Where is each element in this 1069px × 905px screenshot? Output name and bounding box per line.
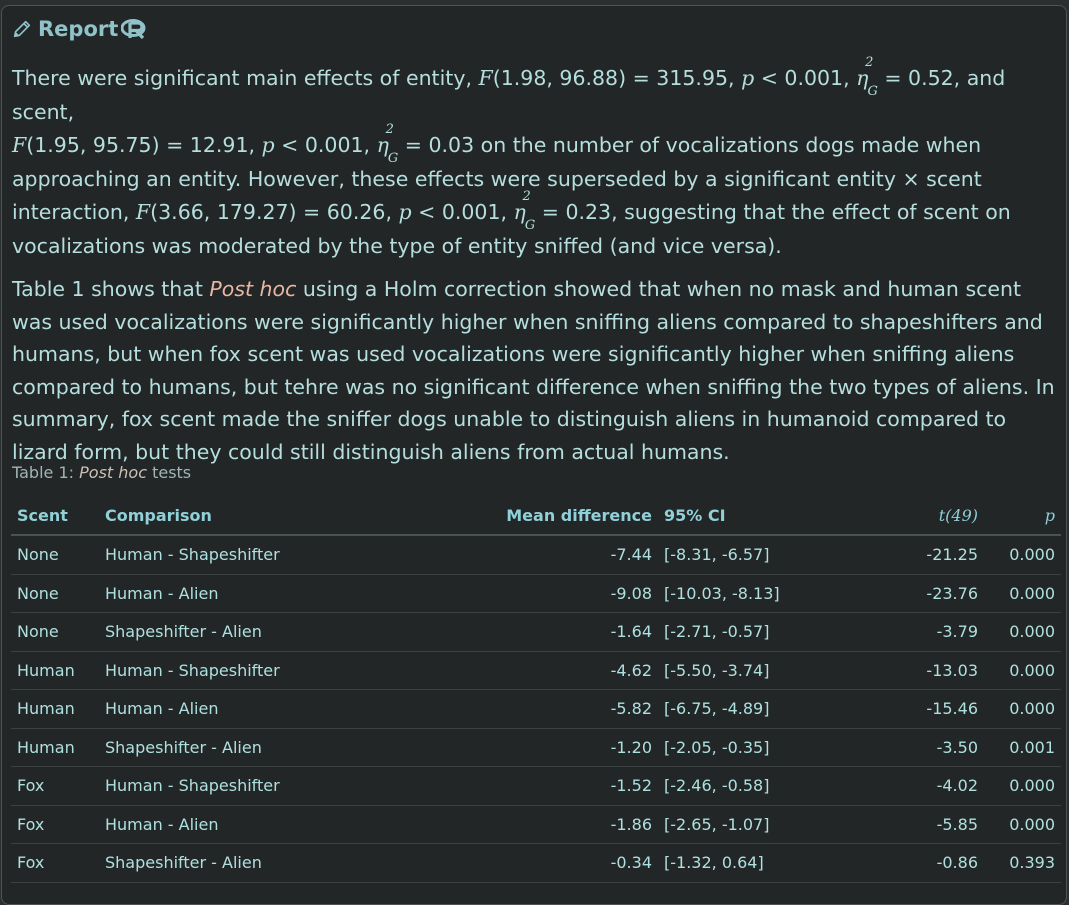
paragraph-post-hoc: Table 1 shows that Post hoc using a Holm…	[12, 277, 1055, 464]
post-hoc-table: Scent Comparison Mean difference 95% CI …	[11, 497, 1061, 883]
table-row: None Human - Alien -9.08 [-10.03, -8.13] -23…	[11, 574, 1061, 613]
header-mean-difference: Mean difference	[371, 497, 658, 536]
cell-t: -15.46	[830, 689, 984, 729]
cell-mean-difference: -5.82	[371, 689, 658, 729]
cell-ci: [-10.03, -8.13]	[658, 574, 830, 613]
cell-mean-difference: -7.44	[371, 535, 658, 575]
cell-t: -13.03	[830, 651, 984, 690]
cell-t: -3.50	[830, 728, 984, 767]
cell-p: 0.000	[984, 805, 1061, 844]
cell-mean-difference: -1.52	[371, 766, 658, 806]
cell-mean-difference: -1.64	[371, 612, 658, 652]
r-logo-icon	[121, 19, 146, 39]
header-comparison: Comparison	[99, 497, 371, 536]
report-title: Report	[38, 17, 119, 41]
header-scent: Scent	[11, 497, 99, 536]
cell-t: -23.76	[830, 574, 984, 613]
cell-scent: Human	[11, 728, 99, 767]
cell-scent: Fox	[11, 843, 99, 883]
cell-ci: [-1.32, 0.64]	[658, 843, 830, 883]
cell-p: 0.000	[984, 574, 1061, 613]
table-row: Human Human - Alien -5.82 [-6.75, -4.89] -15…	[11, 689, 1061, 729]
cell-ci: [-5.50, -3.74]	[658, 651, 830, 690]
cell-comparison: Human - Alien	[99, 574, 371, 613]
cell-scent: Human	[11, 651, 99, 690]
cell-scent: Fox	[11, 766, 99, 806]
header-ci: 95% CI	[658, 497, 830, 536]
cell-comparison: Shapeshifter - Alien	[99, 728, 371, 767]
table-row: Fox Human - Shapeshifter -1.52 [-2.46, -0.5…	[11, 766, 1061, 806]
cell-t: -5.85	[830, 805, 984, 844]
table-row: Fox Shapeshifter - Alien -0.34 [-1.32, 0.64…	[11, 843, 1061, 883]
table-caption: Table 1: Post hoc tests	[12, 463, 192, 482]
cell-comparison: Human - Alien	[99, 689, 371, 729]
cell-ci: [-2.05, -0.35]	[658, 728, 830, 767]
cell-p: 0.000	[984, 612, 1061, 652]
cell-mean-difference: -0.34	[371, 843, 658, 883]
cell-ci: [-6.75, -4.89]	[658, 689, 830, 729]
cell-comparison: Human - Shapeshifter	[99, 651, 371, 690]
cell-p: 0.000	[984, 689, 1061, 729]
cell-p: 0.001	[984, 728, 1061, 767]
cell-p: 0.000	[984, 766, 1061, 806]
cell-t: -4.02	[830, 766, 984, 806]
cell-comparison: Shapeshifter - Alien	[99, 843, 371, 883]
cell-scent: None	[11, 612, 99, 652]
cell-comparison: Human - Alien	[99, 805, 371, 844]
cell-comparison: Shapeshifter - Alien	[99, 612, 371, 652]
cell-ci: [-2.46, -0.58]	[658, 766, 830, 806]
cell-scent: Human	[11, 689, 99, 729]
table-row: Human Shapeshifter - Alien -1.20 [-2.05, -0…	[11, 728, 1061, 767]
table-header-row: Scent Comparison Mean difference 95% CI …	[11, 497, 1061, 536]
cell-mean-difference: -9.08	[371, 574, 658, 613]
header-t: t(49)	[830, 497, 984, 536]
cell-mean-difference: -1.86	[371, 805, 658, 844]
table-row: Fox Human - Alien -1.86 [-2.65, -1.07] -5.85…	[11, 805, 1061, 844]
cell-scent: Fox	[11, 805, 99, 844]
cell-mean-difference: -1.20	[371, 728, 658, 767]
table-row: None Human - Shapeshifter -7.44 [-8.31, -6.…	[11, 535, 1061, 575]
table-row: None Shapeshifter - Alien -1.64 [-2.71, -0.…	[11, 612, 1061, 652]
cell-p: 0.000	[984, 535, 1061, 575]
cell-scent: None	[11, 574, 99, 613]
cell-ci: [-8.31, -6.57]	[658, 535, 830, 575]
paragraph-anova: There were significant main effects of e…	[12, 55, 1011, 258]
cell-comparison: Human - Shapeshifter	[99, 535, 371, 575]
cell-ci: [-2.65, -1.07]	[658, 805, 830, 844]
cell-p: 0.000	[984, 651, 1061, 690]
cell-comparison: Human - Shapeshifter	[99, 766, 371, 806]
report-body: There were significant main effects of e…	[12, 55, 1058, 478]
cell-t: -21.25	[830, 535, 984, 575]
header-p: p	[984, 497, 1061, 536]
cell-t: -3.79	[830, 612, 984, 652]
cell-p: 0.393	[984, 843, 1061, 883]
cell-ci: [-2.71, -0.57]	[658, 612, 830, 652]
cell-mean-difference: -4.62	[371, 651, 658, 690]
cell-scent: None	[11, 535, 99, 575]
report-header: Report	[11, 17, 147, 41]
table-row: Human Human - Shapeshifter -4.62 [-5.50, -3…	[11, 651, 1061, 690]
cell-t: -0.86	[830, 843, 984, 883]
pencil-icon	[13, 20, 31, 38]
